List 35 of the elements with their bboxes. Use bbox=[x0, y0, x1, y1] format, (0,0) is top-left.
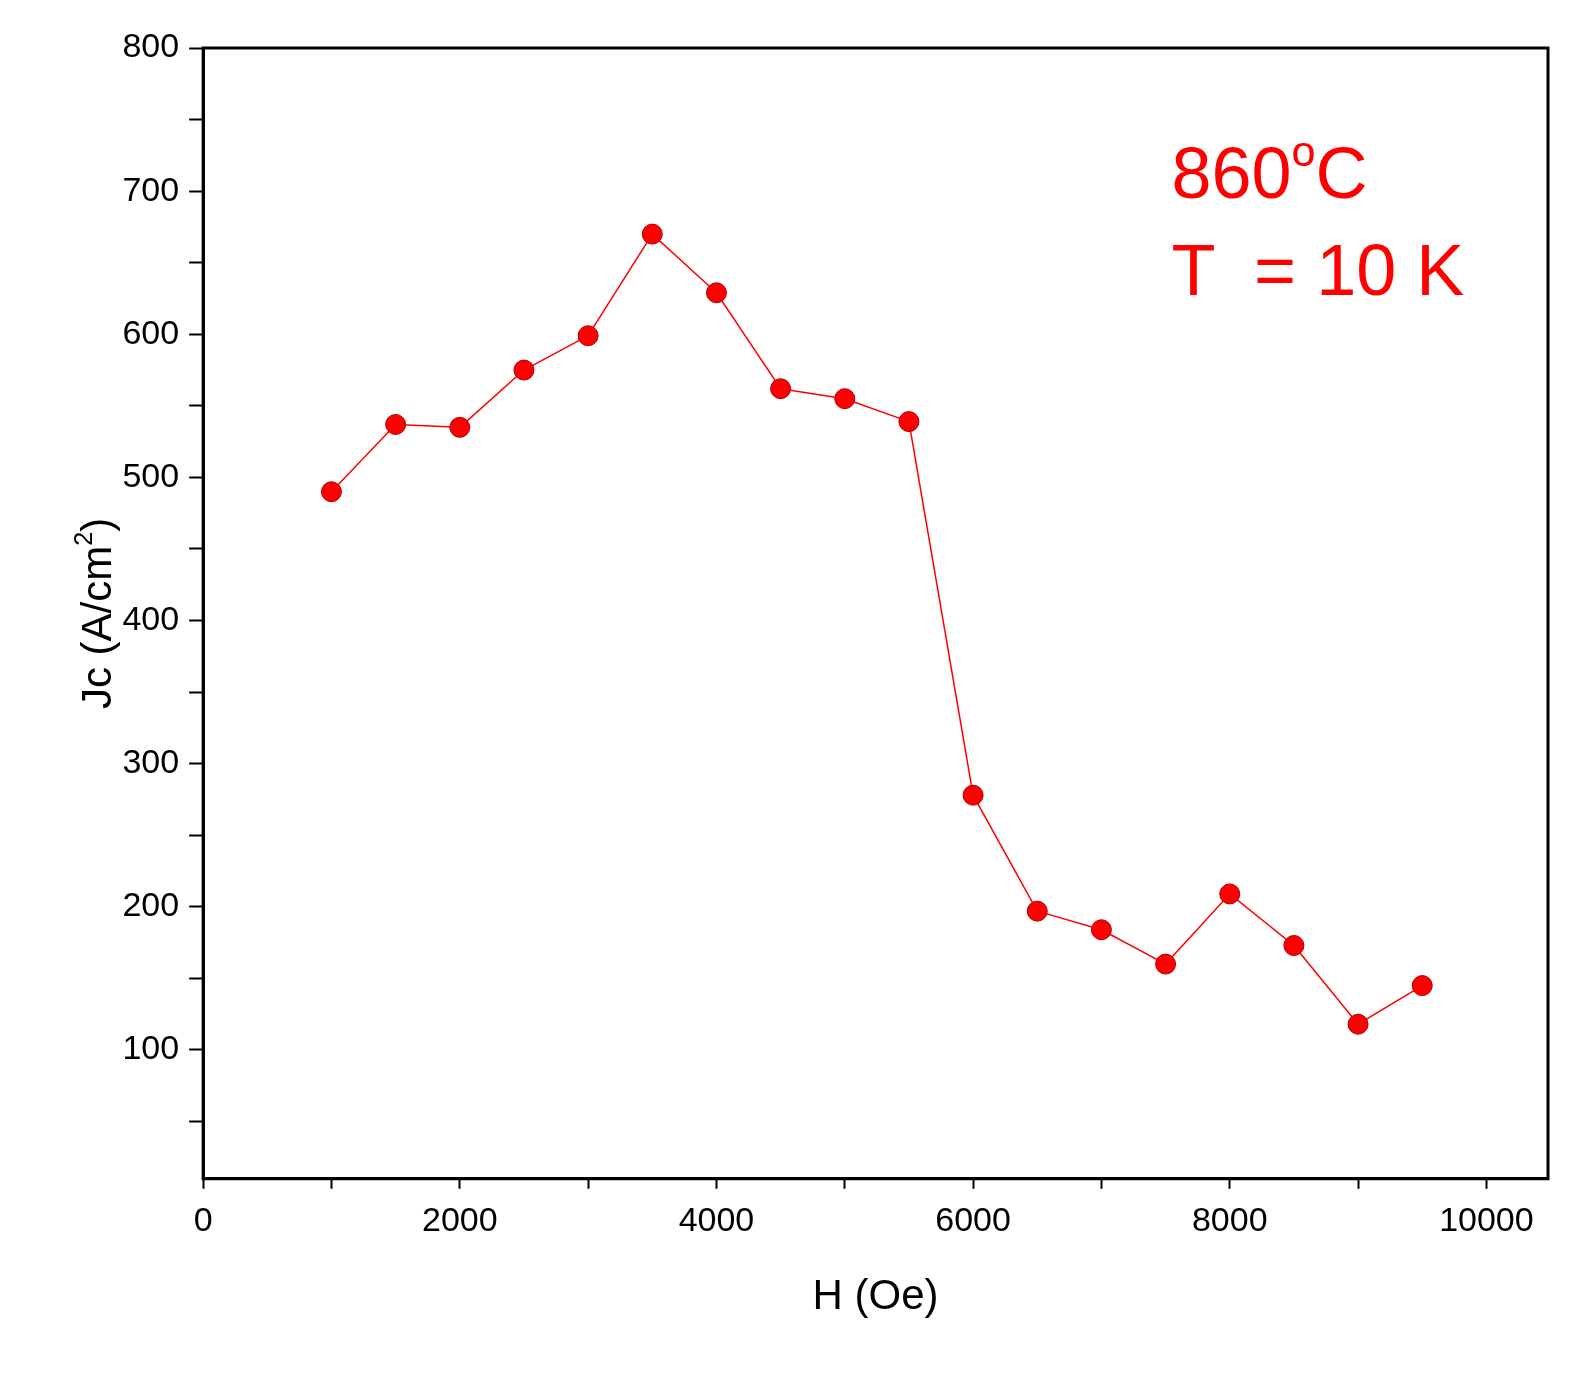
point bbox=[1219, 883, 1241, 905]
point bbox=[1347, 1013, 1369, 1035]
point bbox=[898, 411, 920, 433]
point bbox=[770, 378, 792, 400]
point bbox=[962, 784, 984, 806]
point bbox=[1155, 953, 1177, 975]
annotation: T = 10 K bbox=[1171, 230, 1465, 310]
x-axis-title: H (Oe) bbox=[812, 1270, 939, 1318]
y-tick-label: 600 bbox=[122, 312, 180, 351]
x-tick-label: 8000 bbox=[1191, 1199, 1268, 1238]
x-tick-label: 10000 bbox=[1439, 1199, 1534, 1238]
x-tick-label: 6000 bbox=[935, 1199, 1011, 1238]
point bbox=[1090, 919, 1112, 941]
point bbox=[320, 481, 342, 503]
point bbox=[1283, 934, 1305, 956]
x-tick-label: 2000 bbox=[421, 1199, 498, 1238]
y-tick-label: 800 bbox=[122, 26, 180, 65]
point bbox=[513, 359, 535, 381]
point bbox=[577, 325, 599, 347]
point bbox=[834, 388, 856, 410]
y-tick-label: 200 bbox=[122, 885, 180, 924]
point bbox=[1411, 975, 1433, 997]
y-tick-label: 500 bbox=[122, 455, 180, 494]
point bbox=[1026, 900, 1048, 922]
y-tick-label: 100 bbox=[122, 1028, 180, 1067]
x-tick-label: 4000 bbox=[678, 1199, 755, 1238]
x-tick-label: 0 bbox=[193, 1199, 213, 1238]
y-tick-label: 300 bbox=[122, 742, 180, 781]
point bbox=[705, 282, 727, 304]
point bbox=[449, 416, 471, 438]
point bbox=[385, 413, 407, 435]
y-tick-label: 400 bbox=[122, 598, 180, 637]
y-tick-label: 700 bbox=[122, 169, 180, 208]
y-axis-title: Jc (A/cm2) bbox=[69, 517, 121, 710]
point bbox=[641, 223, 663, 245]
